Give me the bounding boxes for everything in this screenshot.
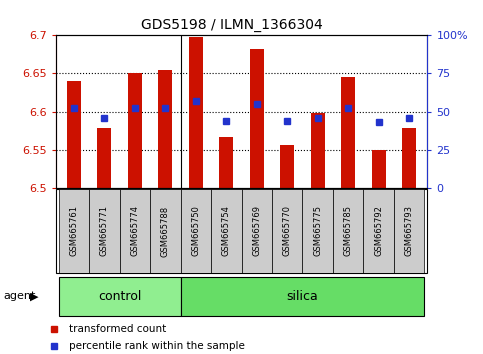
- Bar: [98, 128, 111, 188]
- FancyBboxPatch shape: [272, 189, 302, 273]
- Bar: [128, 73, 142, 188]
- FancyBboxPatch shape: [181, 189, 211, 273]
- Bar: [158, 70, 172, 188]
- Text: silica: silica: [286, 290, 318, 303]
- Bar: [58, 276, 181, 316]
- Text: GSM665769: GSM665769: [252, 205, 261, 257]
- FancyBboxPatch shape: [58, 189, 89, 273]
- Text: transformed count: transformed count: [69, 324, 166, 333]
- FancyBboxPatch shape: [363, 189, 394, 273]
- Bar: [402, 128, 416, 188]
- Text: GSM665788: GSM665788: [161, 205, 170, 257]
- Bar: [372, 150, 385, 188]
- Text: GSM665785: GSM665785: [344, 205, 353, 257]
- Text: GSM665754: GSM665754: [222, 206, 231, 256]
- Text: GSM665774: GSM665774: [130, 205, 139, 257]
- Text: GSM665770: GSM665770: [283, 205, 292, 257]
- Text: GSM665750: GSM665750: [191, 206, 200, 256]
- Bar: [189, 37, 203, 188]
- Text: GDS5198 / ILMN_1366304: GDS5198 / ILMN_1366304: [141, 18, 323, 32]
- Text: percentile rank within the sample: percentile rank within the sample: [69, 341, 245, 351]
- Bar: [341, 77, 355, 188]
- FancyBboxPatch shape: [302, 189, 333, 273]
- FancyBboxPatch shape: [242, 189, 272, 273]
- Bar: [280, 145, 294, 188]
- Bar: [250, 49, 264, 188]
- FancyBboxPatch shape: [333, 189, 363, 273]
- FancyBboxPatch shape: [89, 189, 120, 273]
- Bar: [67, 81, 81, 188]
- Text: agent: agent: [4, 291, 36, 302]
- Bar: [219, 137, 233, 188]
- Text: GSM665793: GSM665793: [405, 205, 413, 257]
- FancyBboxPatch shape: [394, 189, 425, 273]
- Text: GSM665792: GSM665792: [374, 206, 383, 256]
- Text: ▶: ▶: [30, 291, 39, 302]
- Text: GSM665775: GSM665775: [313, 205, 322, 257]
- Bar: [181, 276, 425, 316]
- FancyBboxPatch shape: [120, 189, 150, 273]
- Text: GSM665761: GSM665761: [70, 205, 78, 257]
- Text: GSM665771: GSM665771: [100, 205, 109, 257]
- Text: control: control: [98, 290, 141, 303]
- FancyBboxPatch shape: [150, 189, 181, 273]
- Bar: [311, 113, 325, 188]
- FancyBboxPatch shape: [211, 189, 242, 273]
